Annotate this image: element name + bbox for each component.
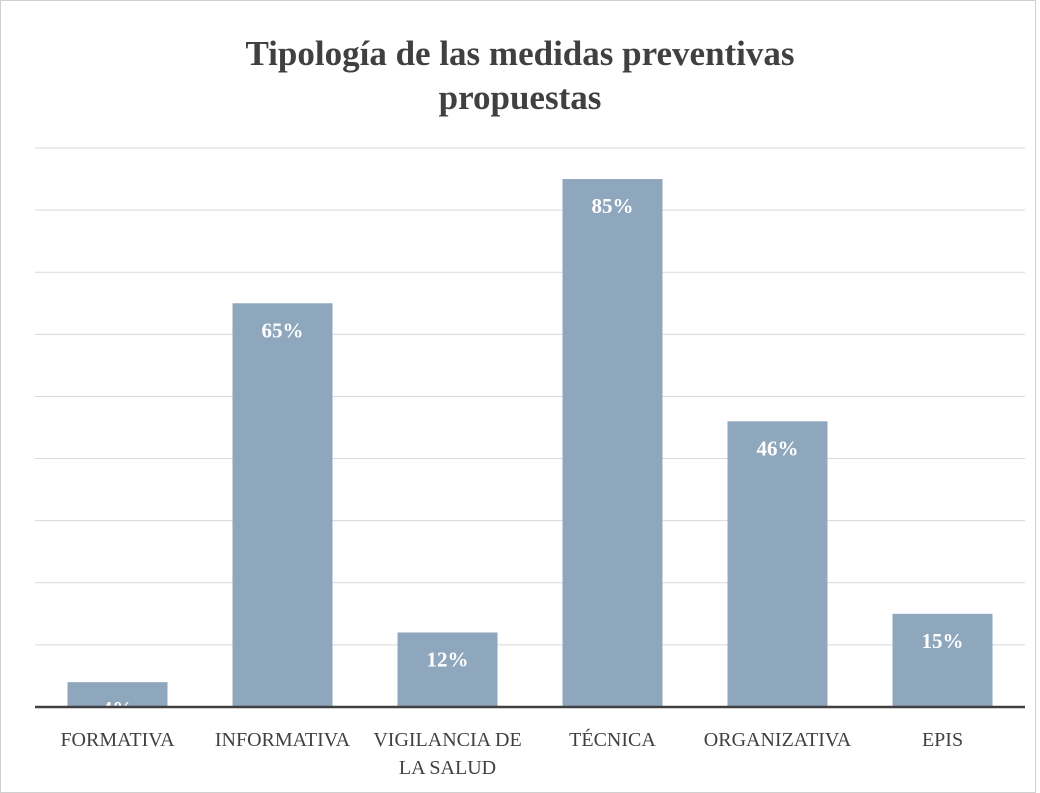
x-tick-label: TÉCNICA (569, 729, 656, 751)
x-tick-label: EPIS (921, 729, 964, 751)
value-label: 4% (102, 697, 134, 721)
value-label: 15% (922, 629, 964, 653)
bar (727, 421, 828, 707)
bar (892, 613, 993, 707)
x-tick-label: FORMATIVA (60, 729, 175, 751)
bar (397, 632, 498, 707)
bar (562, 179, 663, 708)
x-tick-label: ORGANIZATIVA (703, 729, 852, 751)
chart-title: Tipología de las medidas preventivas pro… (245, 34, 795, 117)
x-tick-label: INFORMATIVA (214, 729, 351, 751)
bar (232, 303, 333, 707)
value-label: 12% (427, 647, 469, 671)
value-label: 85% (592, 194, 634, 218)
bar (67, 682, 168, 707)
value-label: 46% (757, 436, 799, 460)
x-tick-label: VIGILANCIA DE LA SALUD (373, 729, 522, 779)
value-label: 65% (262, 318, 304, 342)
